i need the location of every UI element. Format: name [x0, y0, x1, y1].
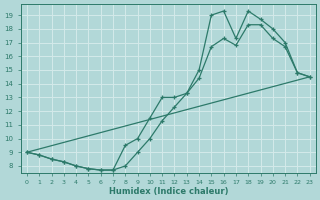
X-axis label: Humidex (Indice chaleur): Humidex (Indice chaleur): [108, 187, 228, 196]
